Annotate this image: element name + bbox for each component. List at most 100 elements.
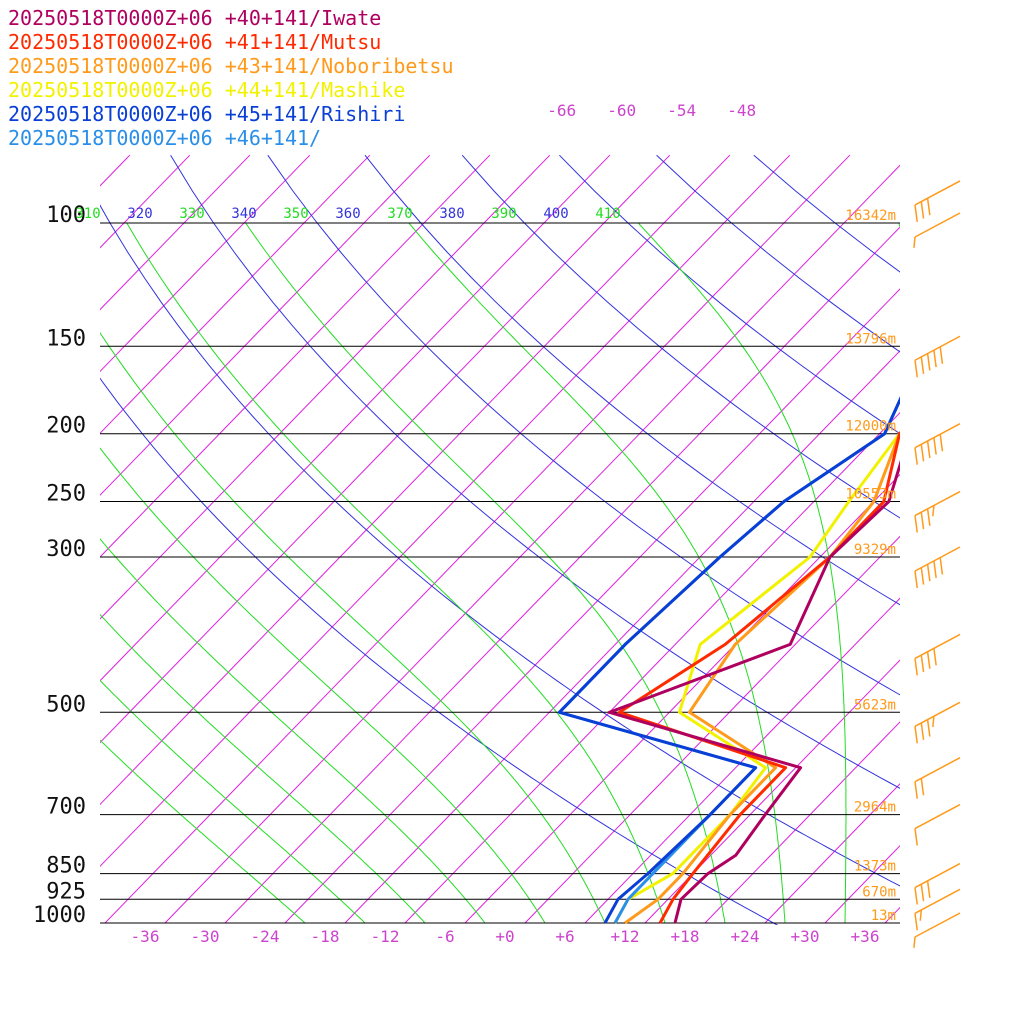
chart-legend: 20250518T0000Z+06 +40+141/Iwate 20250518… <box>8 6 454 150</box>
legend-entry-rishiri: 20250518T0000Z+06 +45+141/Rishiri <box>8 102 406 126</box>
wind-barb <box>914 423 961 465</box>
wind-barb-flag <box>939 434 944 452</box>
height-label: 12000m <box>845 419 896 435</box>
legend-entry-46n141e: 20250518T0000Z+06 +46+141/ <box>8 126 322 150</box>
wind-barb-flag <box>920 884 925 902</box>
wind-barb-staff <box>914 546 961 572</box>
wind-barb-flag <box>914 781 918 799</box>
wind-barb-flag <box>914 204 918 223</box>
theta-label: 360 <box>335 206 360 222</box>
wind-barb <box>914 633 961 676</box>
height-label: 9329m <box>854 542 896 558</box>
isobar-lines <box>100 222 900 924</box>
wind-barb-staff <box>914 701 961 727</box>
moist-adiabat-line <box>245 222 726 924</box>
wind-barb-flag <box>939 346 944 364</box>
sounding-line <box>557 396 900 924</box>
temperature-tick-label: -18 <box>311 927 340 946</box>
wind-barb <box>914 862 961 905</box>
sounding-series <box>557 396 900 925</box>
wind-barb <box>913 912 961 948</box>
upper-temperature-label: -48 <box>727 101 756 120</box>
pressure-label: 925 <box>46 879 86 904</box>
wind-barb <box>914 757 961 799</box>
wind-barb-flag <box>914 570 918 589</box>
pressure-label: 200 <box>46 414 86 439</box>
wind-barbs <box>913 180 961 948</box>
isotherm-line <box>100 154 671 744</box>
dry-adiabat-line <box>267 154 900 696</box>
temperature-tick-label: -24 <box>251 927 280 946</box>
pressure-label: 700 <box>46 795 86 820</box>
pressure-label: 500 <box>46 692 86 717</box>
sounding-line <box>607 459 900 924</box>
height-label: 5623m <box>854 697 896 713</box>
isotherm-line <box>100 154 731 806</box>
theta-label: 350 <box>283 206 308 222</box>
pressure-label: 100 <box>46 203 86 228</box>
theta-label: 370 <box>387 206 412 222</box>
legend-entry-noboribetsu: 20250518T0000Z+06 +43+141/Noboribetsu <box>8 54 454 78</box>
wind-barb-flag <box>914 360 918 378</box>
height-label: 13m <box>871 908 896 924</box>
wind-barb-flag <box>939 557 944 575</box>
theta-label: 330 <box>179 206 204 222</box>
isotherm-line <box>100 154 491 558</box>
wind-barb-flag <box>926 198 931 216</box>
wind-barb-flag <box>926 564 931 582</box>
wind-barb-flag <box>920 201 925 219</box>
theta-label: 390 <box>491 206 516 222</box>
isotherm-line <box>704 721 900 924</box>
temperature-tick-label: -6 <box>435 927 454 946</box>
wind-barb-flag <box>926 880 931 898</box>
theta-label: 320 <box>127 206 152 222</box>
wind-barb-flag <box>926 719 931 737</box>
wind-barb-staff <box>914 888 961 914</box>
isotherm-line <box>0 155 10 923</box>
wind-barb <box>914 803 961 846</box>
dry-adiabat-line <box>364 154 900 606</box>
temperature-tick-label: +12 <box>611 927 640 946</box>
isotherm-line <box>644 659 900 924</box>
upper-temperature-label: -66 <box>547 101 576 120</box>
sounding-line <box>617 431 900 924</box>
height-label: 16342m <box>845 208 896 224</box>
wind-barb-flag <box>932 505 935 517</box>
temperature-tick-label: +18 <box>671 927 700 946</box>
dry-adiabat-line <box>100 377 779 925</box>
wind-barb <box>914 335 961 378</box>
isotherm-line <box>584 597 900 924</box>
wind-barb-staff <box>914 180 961 206</box>
height-label: 13796m <box>845 331 896 347</box>
isotherm-line <box>104 154 851 924</box>
wind-barb-flag <box>920 444 925 462</box>
temperature-tick-label: +6 <box>555 927 574 946</box>
wind-barb-flag <box>933 560 937 578</box>
temperature-tick-label: -30 <box>191 927 220 946</box>
height-label: 2964m <box>854 800 896 816</box>
height-label: 1373m <box>854 859 896 875</box>
wind-barb-flag <box>914 828 918 846</box>
wind-barb-flag <box>914 658 918 676</box>
wind-barb-staff <box>914 862 961 889</box>
wind-barb-staff <box>914 490 961 517</box>
wind-barb-staff <box>914 803 961 830</box>
moist-adiabat-line <box>100 679 366 924</box>
wind-barb <box>914 888 961 931</box>
moist-adiabat-line <box>100 739 306 924</box>
isotherm-line <box>224 226 900 924</box>
wind-barb-flag <box>914 447 918 465</box>
wind-barb-flag <box>920 654 925 673</box>
sounding-line <box>624 430 900 925</box>
theta-label: 380 <box>439 206 464 222</box>
isotherm-line <box>100 154 311 373</box>
wind-barb <box>914 701 961 744</box>
wind-barb-flag <box>920 567 925 585</box>
moist-adiabat-line <box>100 613 426 924</box>
wind-barb-flag <box>926 508 931 526</box>
isotherm-line <box>100 154 791 868</box>
wind-barb-flag <box>914 726 918 744</box>
moist-adiabat-line <box>100 538 486 924</box>
wind-barb <box>914 180 961 223</box>
wind-barb-staff <box>914 423 961 449</box>
